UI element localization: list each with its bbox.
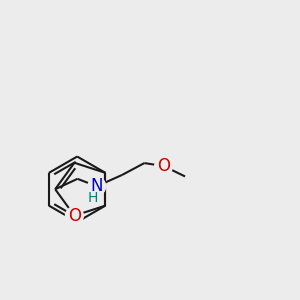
- Circle shape: [65, 207, 83, 225]
- Text: N: N: [91, 177, 103, 195]
- Circle shape: [155, 157, 172, 175]
- Text: O: O: [68, 207, 81, 225]
- Circle shape: [83, 189, 101, 207]
- Circle shape: [88, 177, 106, 195]
- Text: O: O: [157, 157, 170, 175]
- Text: H: H: [87, 191, 98, 205]
